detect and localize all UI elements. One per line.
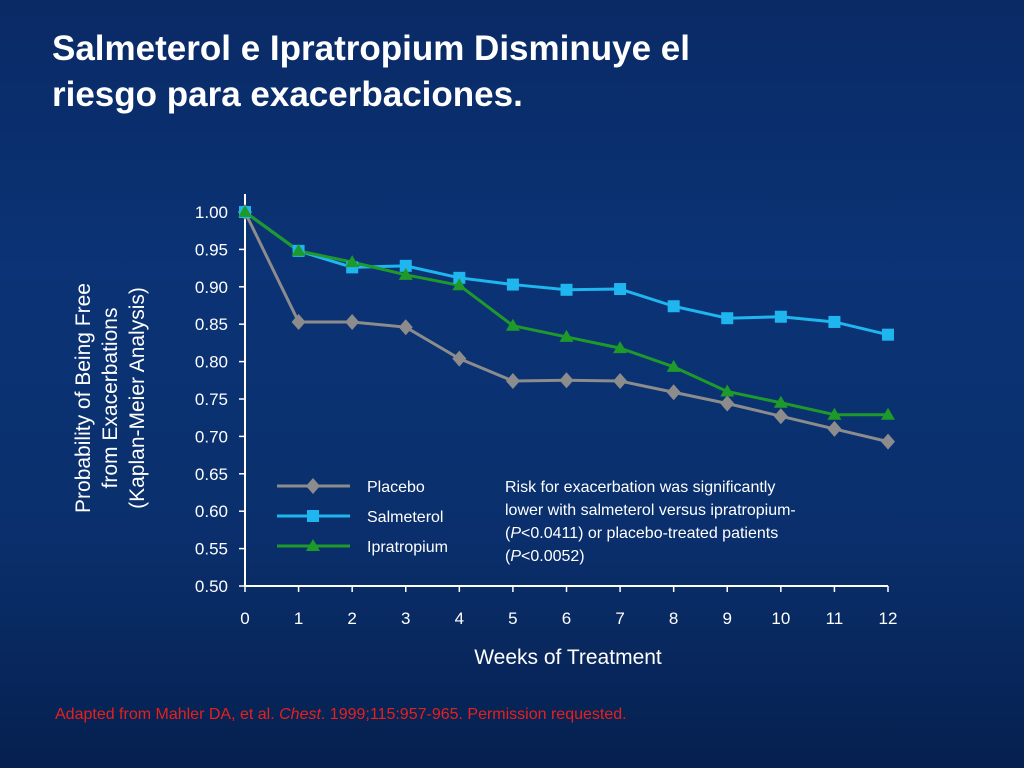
note-line-3: (P<0.0411) or placebo-treated patients <box>505 525 779 542</box>
data-point-salmeterol <box>399 259 412 272</box>
series-markers <box>238 204 895 450</box>
data-point-ipratropium <box>238 205 252 217</box>
y-axis-title: Probability of Being Free from Exacerbat… <box>72 283 149 513</box>
data-point-ipratropium <box>452 278 467 291</box>
data-point-ipratropium <box>559 329 574 342</box>
data-point-placebo <box>773 408 788 425</box>
legend-marker-ipratropium <box>306 539 320 551</box>
data-point-salmeterol <box>667 300 680 313</box>
x-tick-label: 11 <box>826 609 844 628</box>
legend-label-ipratropium: Ipratropium <box>367 539 448 556</box>
data-point-ipratropium <box>881 407 895 420</box>
x-axis-title: Weeks of Treatment <box>474 646 662 669</box>
data-point-placebo <box>613 373 628 390</box>
y-tick-label: 0.75 <box>195 390 228 409</box>
y-axis-title-line-3: (Kaplan-Meier Analysis) <box>126 287 149 509</box>
y-tick-label: 0.70 <box>195 427 228 446</box>
x-tick-label: 0 <box>240 609 249 628</box>
series-lines <box>243 210 889 444</box>
data-point-salmeterol <box>721 312 734 325</box>
data-point-ipratropium <box>345 255 360 268</box>
y-tick-label: 0.65 <box>195 465 228 484</box>
data-point-placebo <box>827 420 842 437</box>
data-point-placebo <box>291 313 306 330</box>
note-line-1: Risk for exacerbation was significantly <box>505 479 776 496</box>
data-point-placebo <box>345 313 360 330</box>
x-tick-label: 6 <box>562 609 571 628</box>
data-point-salmeterol <box>614 283 627 296</box>
data-point-salmeterol <box>774 310 787 323</box>
data-point-placebo <box>452 350 467 367</box>
x-tick-labels: 0 1 2 3 4 5 6 7 8 9 10 11 12 <box>240 586 897 628</box>
data-point-placebo <box>881 433 895 450</box>
source-citation: Adapted from Mahler DA, et al. Chest. 19… <box>55 706 627 723</box>
data-point-ipratropium <box>505 318 520 331</box>
data-point-salmeterol <box>506 278 519 291</box>
x-tick-label: 12 <box>879 609 898 628</box>
x-tick-label: 10 <box>771 609 790 628</box>
data-point-ipratropium <box>398 267 413 280</box>
x-tick-label: 2 <box>347 609 356 628</box>
y-tick-label: 0.50 <box>195 577 228 596</box>
y-axis-title-line-1: Probability of Being Free <box>72 283 95 513</box>
data-point-ipratropium <box>827 407 842 420</box>
data-point-salmeterol <box>453 271 466 284</box>
x-tick-label: 8 <box>669 609 678 628</box>
y-tick-label: 0.85 <box>195 315 228 334</box>
x-tick-label: 9 <box>723 609 732 628</box>
series-line-placebo <box>243 211 889 444</box>
data-point-placebo <box>505 373 520 390</box>
x-tick-label: 4 <box>455 609 464 628</box>
x-tick-label: 7 <box>615 609 624 628</box>
legend-label-placebo: Placebo <box>367 479 425 496</box>
data-point-placebo <box>559 372 574 389</box>
y-tick-label: 1.00 <box>195 203 228 222</box>
x-tick-label: 1 <box>294 609 303 628</box>
note-line-4: (P<0.0052) <box>505 548 585 565</box>
data-point-salmeterol <box>882 328 894 341</box>
legend: Placebo Salmeterol Ipratropium <box>277 478 448 556</box>
series-line-salmeterol <box>244 210 889 337</box>
data-point-ipratropium <box>613 341 628 354</box>
x-tick-label: 5 <box>508 609 517 628</box>
legend-marker-placebo <box>306 478 320 494</box>
y-tick-label: 0.80 <box>195 353 228 372</box>
legend-label-salmeterol: Salmeterol <box>367 509 443 526</box>
data-point-ipratropium <box>720 384 735 397</box>
data-point-placebo <box>720 395 735 412</box>
data-point-ipratropium <box>666 359 681 372</box>
legend-marker-salmeterol <box>307 510 319 522</box>
y-axis-title-line-2: from Exacerbations <box>99 308 122 489</box>
y-tick-label: 0.60 <box>195 502 228 521</box>
data-point-ipratropium <box>773 395 788 408</box>
data-point-salmeterol <box>560 283 573 296</box>
data-point-ipratropium <box>291 243 306 256</box>
y-tick-label: 0.95 <box>195 240 228 259</box>
data-point-placebo <box>398 319 413 336</box>
y-tick-label: 0.90 <box>195 278 228 297</box>
data-point-placebo <box>666 384 681 401</box>
x-tick-label: 3 <box>401 609 410 628</box>
data-point-salmeterol <box>828 315 841 328</box>
y-tick-label: 0.55 <box>195 540 228 559</box>
y-tick-labels: 0.50 0.55 0.60 0.65 0.70 0.75 0.80 0.85 0.90 0.95… <box>195 203 245 596</box>
note-line-2: lower with salmeterol versus ipratropium… <box>505 502 796 519</box>
significance-note: Risk for exacerbation was significantly … <box>505 476 885 568</box>
slide-title: Salmeterol e Ipratropium Disminuye el ri… <box>52 29 690 114</box>
